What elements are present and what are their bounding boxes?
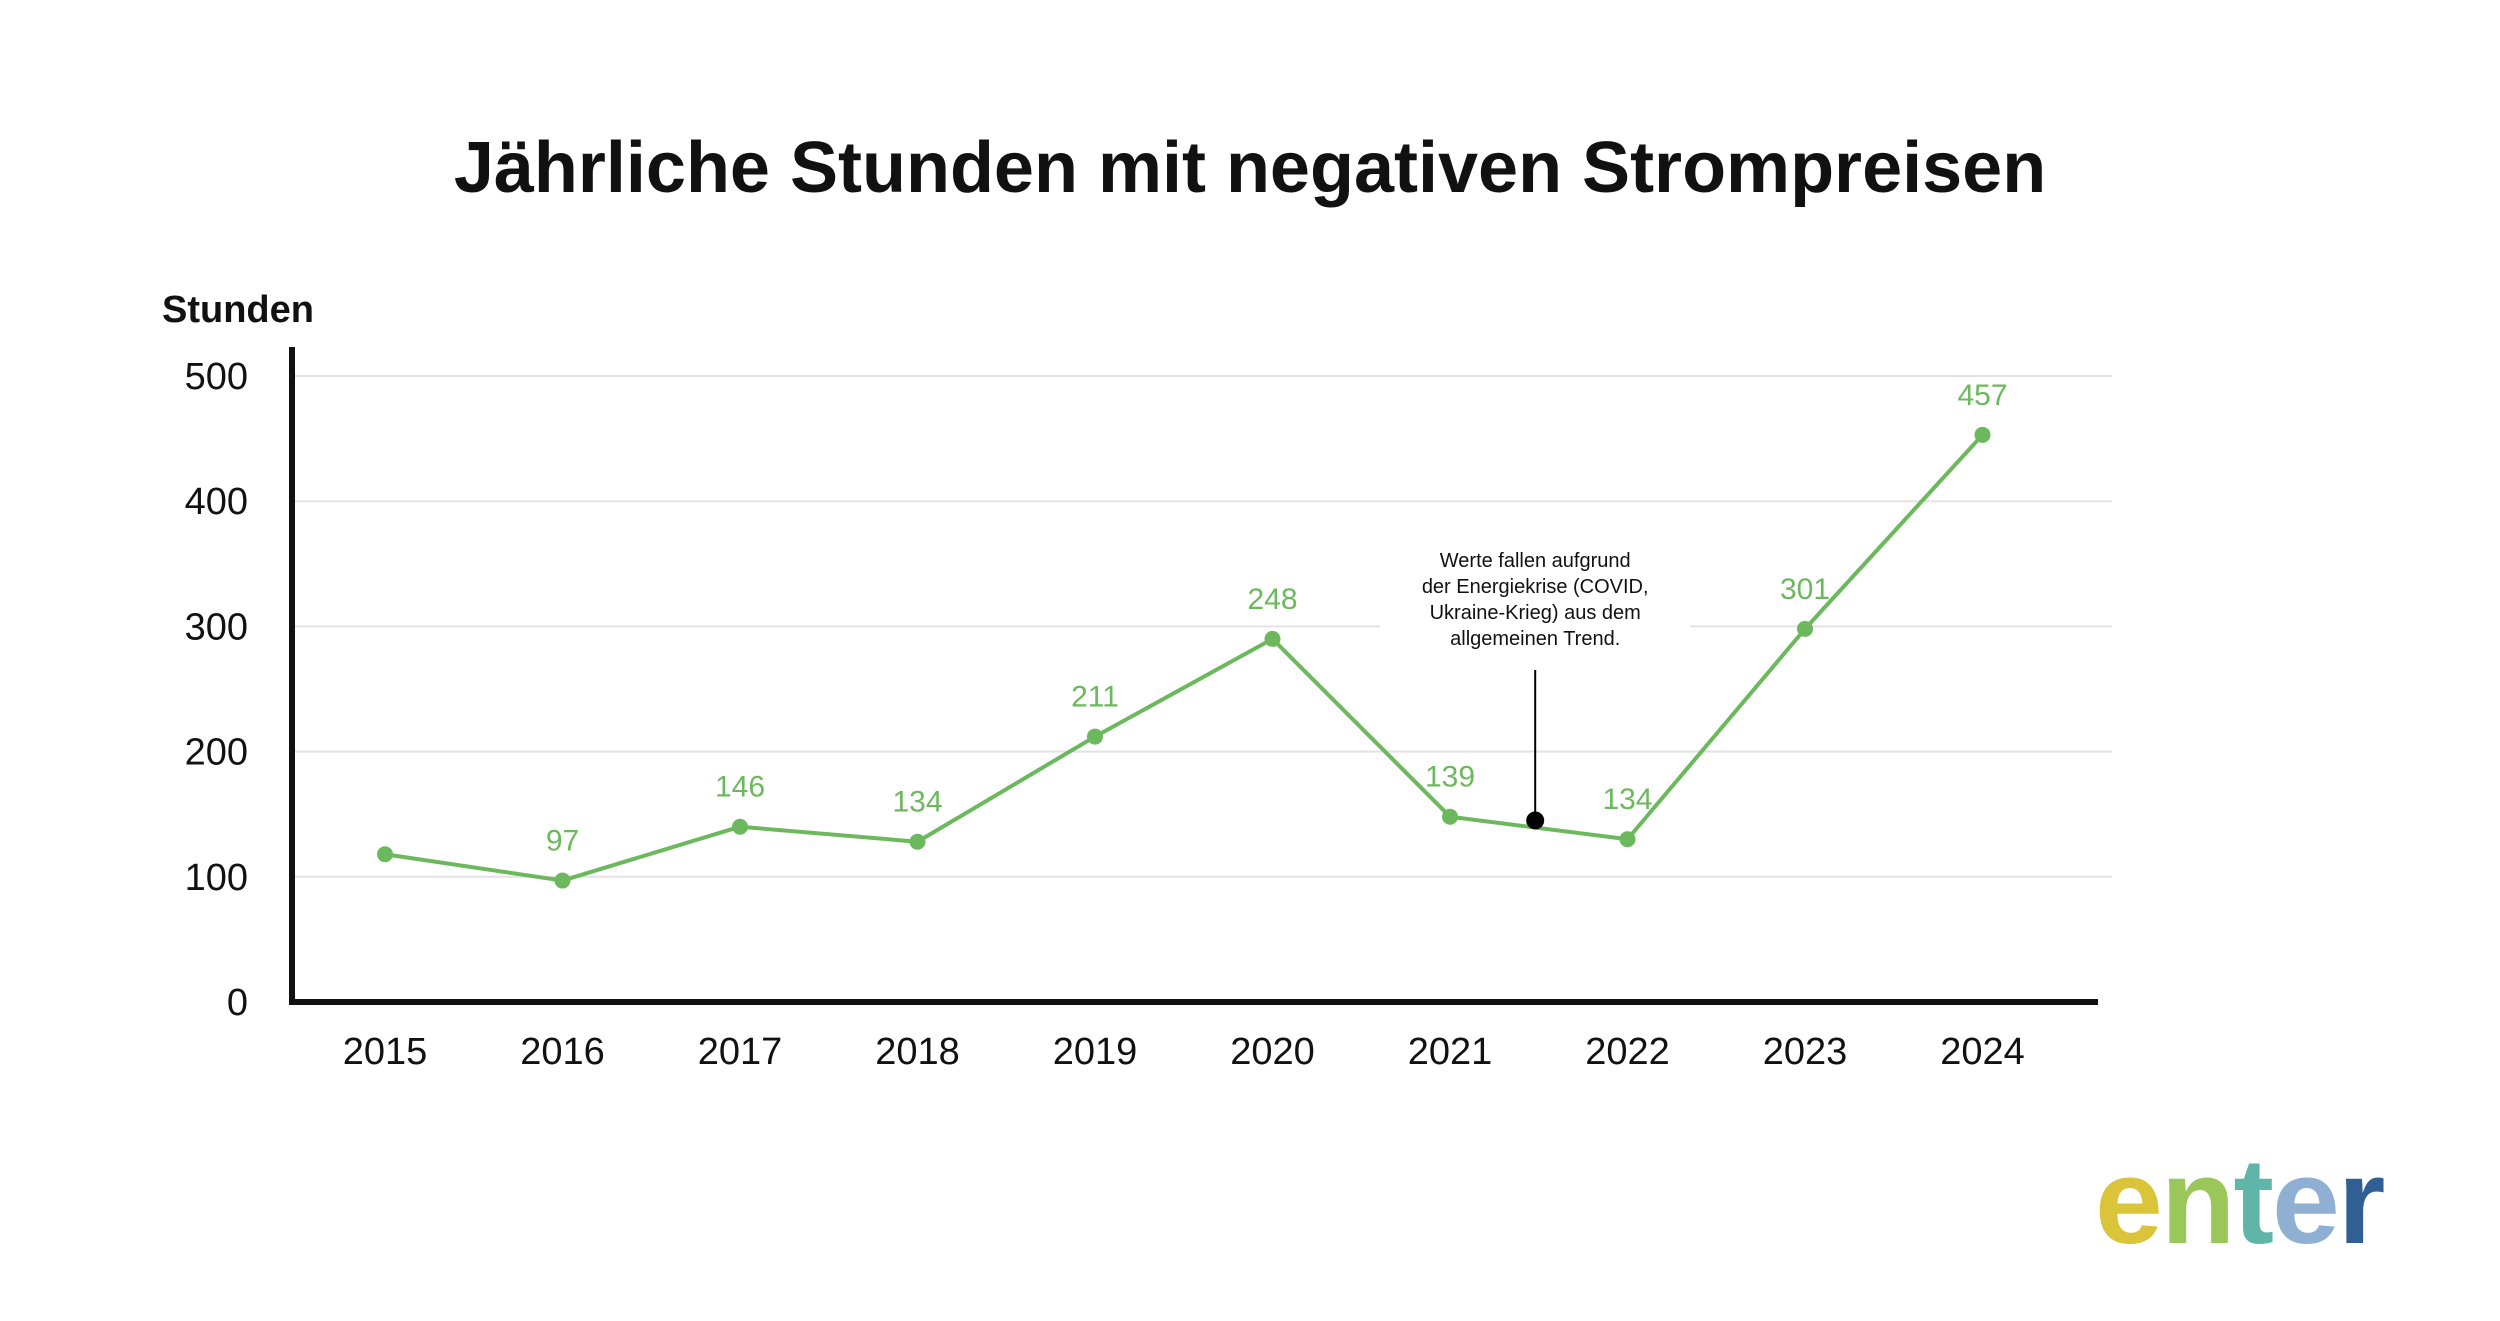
y-tick-label: 500 [185,356,248,398]
x-tick-label: 2024 [1940,1031,2025,1073]
logo-letter: e [2272,1133,2338,1269]
data-label: 457 [1957,379,2007,412]
series-line [384,433,1984,883]
y-tick-label: 200 [185,732,248,774]
annotation-text: allgemeinen Trend. [1450,628,1620,650]
data-point [1442,808,1458,825]
logo-letter: e [2095,1133,2161,1269]
data-label: 146 [715,771,765,804]
x-tick-label: 2021 [1408,1031,1493,1073]
annotation-marker [1526,811,1545,830]
logo-letter: n [2161,1133,2234,1269]
data-point [732,818,748,835]
y-tick-labels: 0 100 200 300 400 500 [185,356,248,1024]
data-point [1087,728,1103,745]
annotation-background [1380,543,1691,653]
annotation-text: der Energiekrise (COVID, [1422,576,1649,598]
data-label: 134 [892,786,942,819]
x-tick-label: 2020 [1230,1031,1315,1073]
annotation: Werte fallen aufgrund der Energiekrise (C… [1380,543,1691,830]
data-point [1619,831,1636,848]
y-tick-label: 300 [185,606,248,648]
grid-lines [292,375,2112,878]
y-tick-label: 400 [185,481,248,523]
logo-letter: r [2338,1133,2384,1269]
data-point [377,846,393,863]
data-point [1974,426,1991,443]
data-point [1797,620,1813,637]
x-tick-label: 2019 [1053,1031,1138,1073]
x-tick-labels: 2015 2016 2017 2018 2019 2020 2021 2022 2023 2024 [343,1031,2025,1073]
y-axis-label: Stunden [162,289,314,331]
series-group: 97 146 134 211 248 139 134 301 457 [377,379,2008,889]
data-point [1264,630,1281,647]
x-tick-label: 2016 [520,1031,605,1073]
data-label: 301 [1780,573,1830,606]
annotation-text: Werte fallen aufgrund [1440,550,1631,572]
data-label: 211 [1071,681,1119,714]
chart-title: Jährliche Stunden mit negativen Strompre… [454,128,2046,208]
x-tick-label: 2023 [1763,1031,1848,1073]
data-label: 97 [546,825,579,858]
annotation-text: Ukraine-Krieg) aus dem [1430,602,1641,624]
logo-letter: t [2233,1133,2273,1269]
y-tick-label: 0 [227,982,248,1024]
data-label: 248 [1247,583,1297,616]
data-point [909,833,926,850]
data-label: 139 [1425,761,1475,794]
x-tick-label: 2015 [343,1031,428,1073]
x-tick-label: 2018 [875,1031,960,1073]
data-label: 134 [1602,783,1652,816]
enter-logo: enter [2095,1133,2384,1269]
x-tick-label: 2022 [1585,1031,1670,1073]
x-tick-label: 2017 [698,1031,783,1073]
y-tick-label: 100 [185,857,248,899]
data-point [554,872,571,889]
